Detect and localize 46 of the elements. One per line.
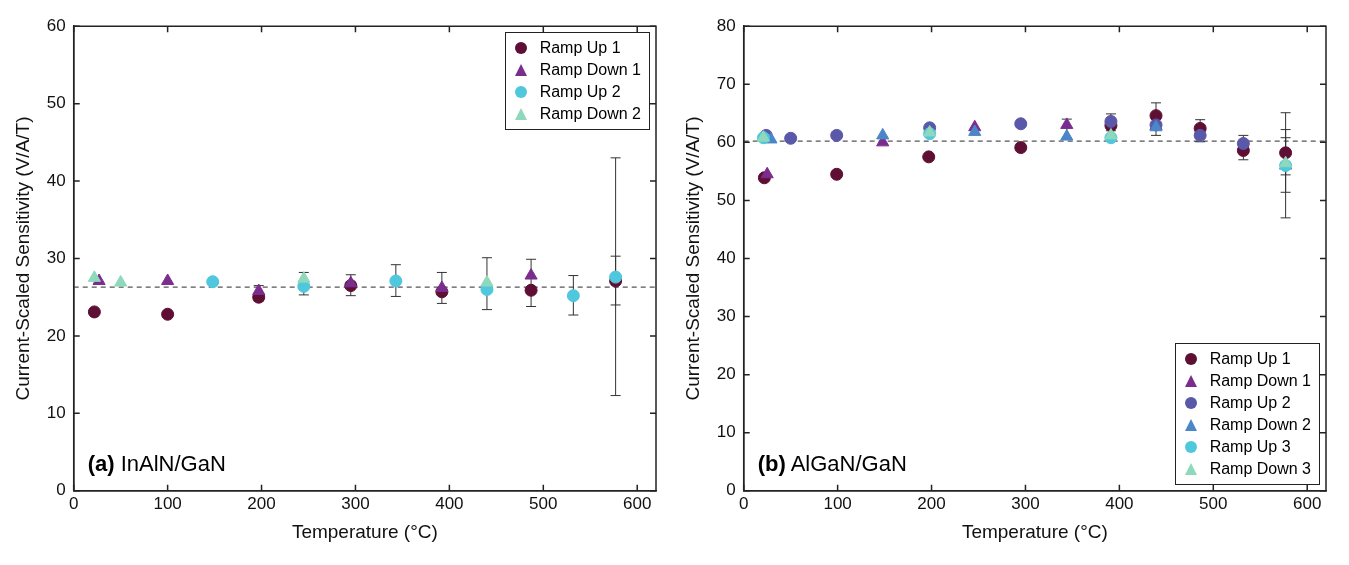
x-tick-label: 600 — [1293, 493, 1322, 513]
x-axis-title: Temperature (°C) — [291, 520, 438, 542]
y-tick-label: 50 — [46, 93, 66, 113]
y-tick-label: 30 — [716, 306, 736, 326]
x-axis-title: Temperature (°C) — [961, 520, 1108, 542]
x-tick-label: 500 — [1199, 493, 1228, 513]
x-tick-label: 400 — [1105, 493, 1134, 513]
y-tick-label: 10 — [46, 403, 66, 423]
x-tick-label: 400 — [435, 493, 464, 513]
y-tick-label: 10 — [716, 422, 736, 442]
legend-label: Ramp Down 2 — [539, 104, 641, 125]
y-tick-label: 70 — [716, 73, 736, 93]
x-tick-label: 100 — [153, 493, 182, 513]
x-tick-label: 500 — [529, 493, 558, 513]
x-tick-label: 200 — [247, 493, 276, 513]
legend-label: Ramp Down 1 — [1209, 370, 1311, 391]
legend-label: Ramp Up 1 — [1209, 348, 1291, 369]
x-tick-label: 300 — [341, 493, 370, 513]
y-tick-label: 40 — [716, 248, 736, 268]
y-tick-label: 20 — [716, 364, 736, 384]
x-tick-label: 200 — [917, 493, 946, 513]
x-tick-label: 300 — [1011, 493, 1040, 513]
legend-label: Ramp Down 3 — [1209, 458, 1311, 479]
x-tick-label: 100 — [823, 493, 852, 513]
y-tick-label: 30 — [46, 248, 66, 268]
y-tick-label: 20 — [46, 325, 66, 345]
y-tick-label: 0 — [726, 480, 736, 500]
legend-label: Ramp Down 1 — [539, 60, 641, 81]
y-axis-title: Current-Scaled Sensitivity (V/A/T) — [11, 116, 33, 401]
annotation: (b) AlGaN/GaN — [757, 450, 907, 477]
y-axis-title: Current-Scaled Sensitivity (V/A/T) — [681, 116, 703, 401]
legend-label: Ramp Up 1 — [539, 38, 621, 59]
y-tick-label: 40 — [46, 170, 66, 190]
y-tick-label: 0 — [56, 480, 66, 500]
y-tick-label: 60 — [46, 15, 66, 35]
legend-label: Ramp Up 3 — [1209, 436, 1291, 457]
x-tick-label: 0 — [738, 493, 749, 513]
y-tick-label: 80 — [716, 15, 736, 35]
legend-label: Ramp Up 2 — [539, 82, 621, 103]
y-tick-label: 60 — [716, 132, 736, 152]
annotation: (a) InAlN/GaN — [87, 450, 226, 477]
x-tick-label: 600 — [623, 493, 652, 513]
y-tick-label: 50 — [716, 190, 736, 210]
legend-label: Ramp Down 2 — [1209, 414, 1311, 435]
x-tick-label: 0 — [68, 493, 79, 513]
legend-label: Ramp Up 2 — [1209, 392, 1291, 413]
